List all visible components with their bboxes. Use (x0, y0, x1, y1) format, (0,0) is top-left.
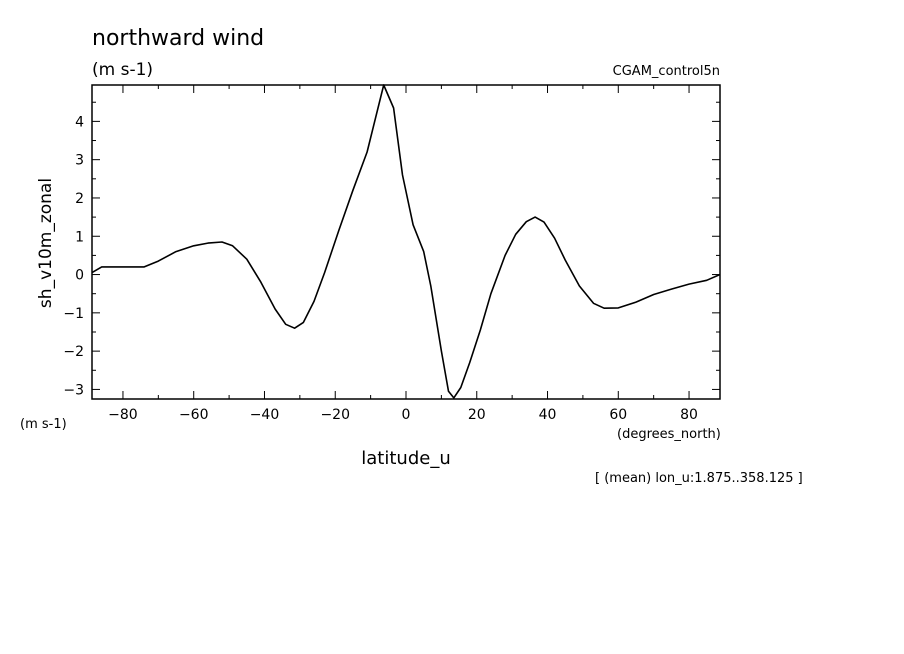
x-tick-label: 0 (402, 407, 411, 423)
chart-title: northward wind (92, 26, 264, 51)
x-axis-units: (degrees_north) (617, 427, 721, 442)
y-tick-label: 4 (75, 114, 84, 130)
plot-frame (91, 84, 721, 400)
x-tick-label: 60 (609, 407, 627, 423)
y-axis-label: sh_v10m_zonal (36, 178, 56, 308)
x-tick-label: 80 (680, 407, 698, 423)
x-axis-label: latitude_u (361, 448, 450, 469)
averaging-footnote: [ (mean) lon_u:1.875..358.125 ] (595, 471, 803, 486)
y-tick-label: 3 (75, 153, 84, 169)
x-tick-label: −60 (179, 407, 209, 423)
x-tick-label: 20 (468, 407, 486, 423)
y-tick-label: 0 (75, 268, 84, 284)
x-tick-label: −40 (250, 407, 280, 423)
x-tick-label: 40 (539, 407, 557, 423)
tick-marks (92, 85, 720, 399)
y-tick-label: 1 (75, 229, 84, 245)
chart-units: (m s-1) (92, 60, 153, 80)
y-tick-label: −3 (63, 382, 84, 398)
series-line (91, 84, 721, 399)
x-tick-label: −80 (108, 407, 138, 423)
y-tick-label: −2 (63, 344, 84, 360)
tick-labels: −80 −60 −40 −20 0 20 40 60 80 −3 −2 −1 0 1 2 3 4 (63, 114, 698, 423)
dataset-label: CGAM_control5n (613, 64, 720, 79)
y-tick-label: 2 (75, 191, 84, 207)
y-tick-label: −1 (63, 306, 84, 322)
y-axis-units: (m s-1) (20, 417, 67, 432)
x-tick-label: −20 (320, 407, 350, 423)
